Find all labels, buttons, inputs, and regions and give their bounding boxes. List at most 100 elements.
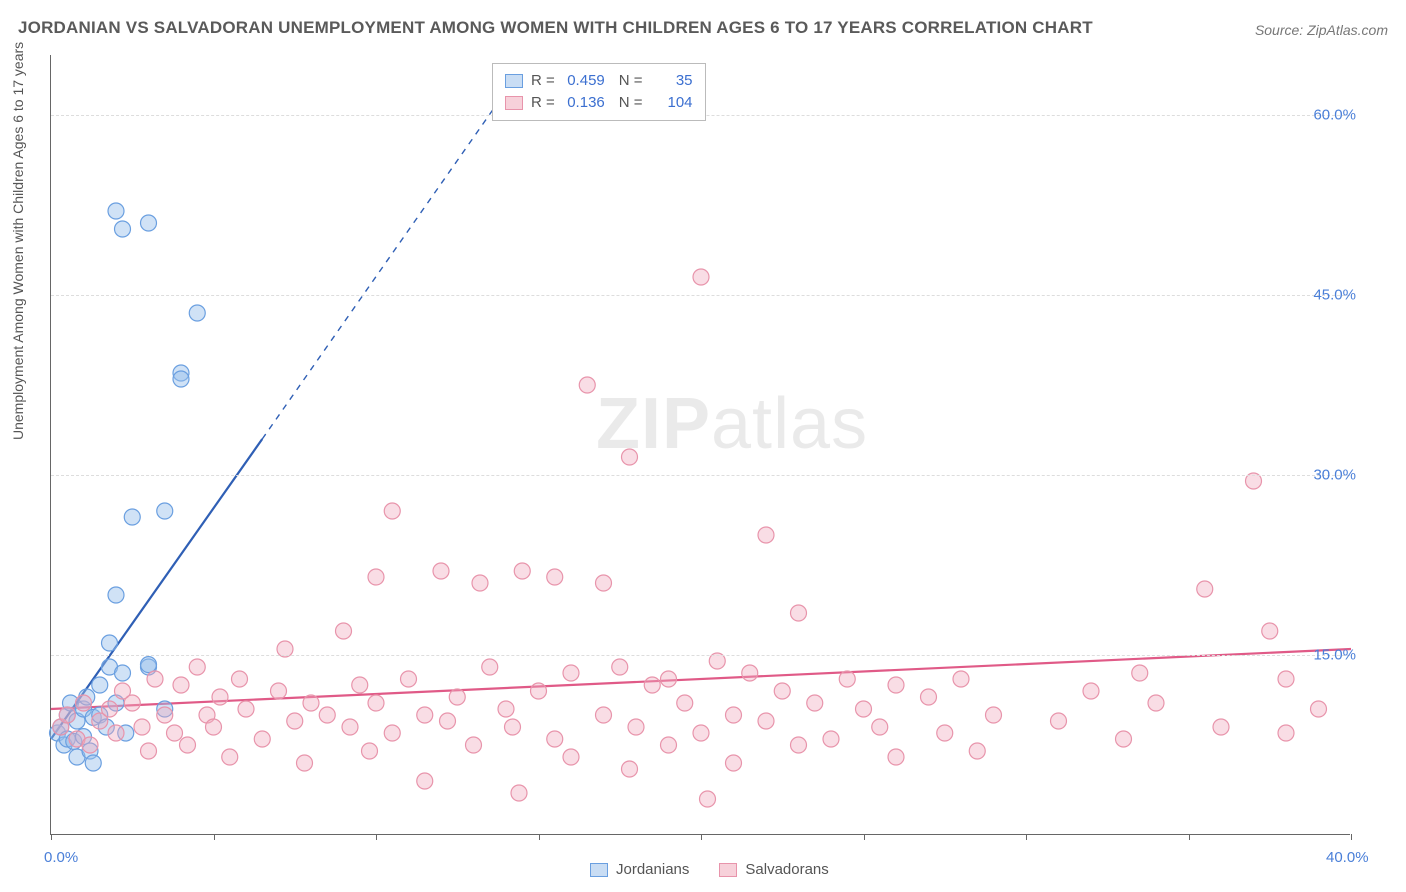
- data-point: [937, 725, 953, 741]
- data-point: [303, 695, 319, 711]
- correlation-legend-row: R =0.136N =104: [505, 92, 693, 114]
- data-point: [807, 695, 823, 711]
- data-point: [102, 701, 118, 717]
- series-legend-item: Salvadorans: [719, 861, 828, 878]
- data-point: [579, 377, 595, 393]
- data-point: [141, 743, 157, 759]
- data-point: [401, 671, 417, 687]
- data-point: [742, 665, 758, 681]
- data-point: [547, 569, 563, 585]
- data-point: [622, 761, 638, 777]
- data-point: [173, 371, 189, 387]
- data-point: [726, 755, 742, 771]
- x-tick: [1026, 834, 1027, 840]
- data-point: [505, 719, 521, 735]
- data-point: [232, 671, 248, 687]
- data-point: [693, 725, 709, 741]
- x-tick: [864, 834, 865, 840]
- data-point: [466, 737, 482, 753]
- data-point: [1083, 683, 1099, 699]
- data-point: [1262, 623, 1278, 639]
- data-point: [108, 725, 124, 741]
- trend-line-extrapolated: [262, 91, 506, 439]
- data-point: [888, 677, 904, 693]
- data-point: [872, 719, 888, 735]
- x-tick: [376, 834, 377, 840]
- y-tick-label: 15.0%: [1313, 647, 1356, 664]
- series-legend-item: Jordanians: [590, 861, 689, 878]
- data-point: [384, 503, 400, 519]
- x-tick: [51, 834, 52, 840]
- data-point: [628, 719, 644, 735]
- data-point: [1278, 725, 1294, 741]
- data-point: [384, 725, 400, 741]
- data-point: [563, 749, 579, 765]
- data-point: [180, 737, 196, 753]
- chart-title: JORDANIAN VS SALVADORAN UNEMPLOYMENT AMO…: [18, 18, 1093, 38]
- n-label: N =: [619, 92, 643, 114]
- data-point: [102, 635, 118, 651]
- data-point: [449, 689, 465, 705]
- data-point: [612, 659, 628, 675]
- data-point: [823, 731, 839, 747]
- data-point: [511, 785, 527, 801]
- data-point: [1197, 581, 1213, 597]
- data-point: [362, 743, 378, 759]
- data-point: [677, 695, 693, 711]
- data-point: [189, 659, 205, 675]
- data-point: [417, 773, 433, 789]
- data-point: [498, 701, 514, 717]
- data-point: [147, 671, 163, 687]
- data-point: [440, 713, 456, 729]
- data-point: [134, 719, 150, 735]
- data-point: [141, 215, 157, 231]
- data-point: [157, 707, 173, 723]
- data-point: [222, 749, 238, 765]
- r-value: 0.136: [563, 92, 605, 114]
- data-point: [206, 719, 222, 735]
- n-value: 35: [651, 70, 693, 92]
- data-point: [596, 707, 612, 723]
- x-tick-label: 40.0%: [1326, 849, 1369, 866]
- n-value: 104: [651, 92, 693, 114]
- data-point: [76, 695, 92, 711]
- data-point: [238, 701, 254, 717]
- data-point: [141, 657, 157, 673]
- data-point: [92, 677, 108, 693]
- data-point: [108, 203, 124, 219]
- data-point: [115, 665, 131, 681]
- data-point: [368, 569, 384, 585]
- data-point: [342, 719, 358, 735]
- data-point: [173, 677, 189, 693]
- y-tick-label: 30.0%: [1313, 467, 1356, 484]
- data-point: [693, 269, 709, 285]
- data-point: [563, 665, 579, 681]
- data-point: [287, 713, 303, 729]
- series-legend-label: Salvadorans: [745, 861, 828, 878]
- x-tick: [214, 834, 215, 840]
- x-tick: [1351, 834, 1352, 840]
- data-point: [212, 689, 228, 705]
- gridline: [51, 475, 1350, 476]
- data-point: [661, 671, 677, 687]
- data-point: [791, 737, 807, 753]
- data-point: [433, 563, 449, 579]
- data-point: [726, 707, 742, 723]
- chart-container: JORDANIAN VS SALVADORAN UNEMPLOYMENT AMO…: [0, 0, 1406, 892]
- data-point: [167, 725, 183, 741]
- data-point: [700, 791, 716, 807]
- data-point: [953, 671, 969, 687]
- data-point: [1148, 695, 1164, 711]
- data-point: [791, 605, 807, 621]
- x-tick-label: 0.0%: [44, 849, 78, 866]
- data-point: [115, 221, 131, 237]
- data-point: [189, 305, 205, 321]
- plot-area: [50, 55, 1350, 835]
- data-point: [417, 707, 433, 723]
- data-point: [531, 683, 547, 699]
- x-tick: [1189, 834, 1190, 840]
- data-point: [1051, 713, 1067, 729]
- gridline: [51, 295, 1350, 296]
- data-point: [472, 575, 488, 591]
- series-legend: Jordanians Salvadorans: [590, 861, 829, 878]
